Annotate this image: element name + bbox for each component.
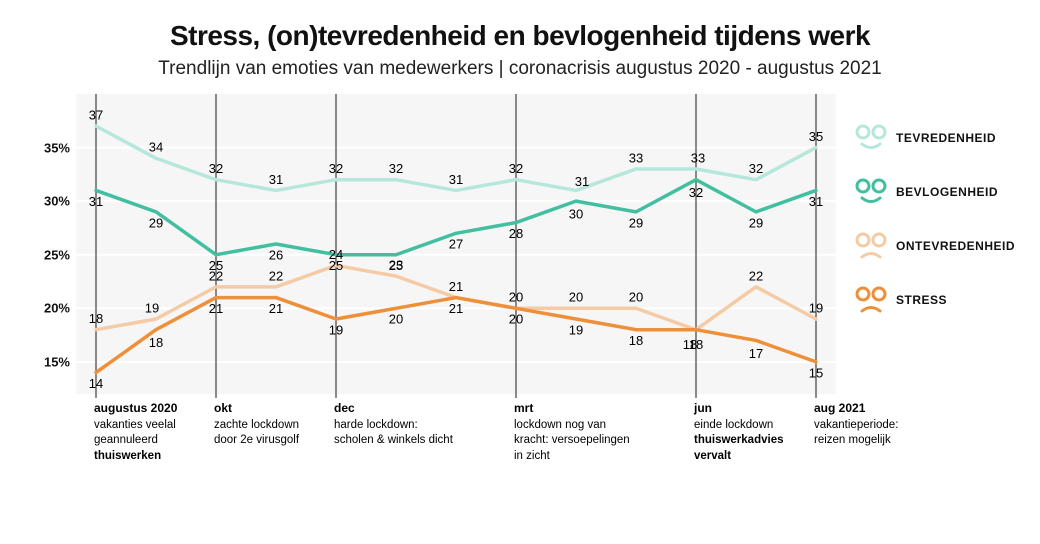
value-label: 18 — [683, 337, 697, 352]
value-label: 30 — [569, 207, 583, 222]
value-label: 19 — [329, 322, 343, 337]
plot-svg: 3734323132323132313333323531292526252527… — [76, 94, 836, 394]
value-label: 28 — [509, 226, 523, 241]
value-label: 31 — [575, 174, 589, 189]
value-label: 21 — [449, 279, 463, 294]
value-label: 22 — [269, 268, 283, 283]
value-label: 20 — [509, 312, 523, 327]
value-label: 33 — [629, 150, 643, 165]
value-label: 20 — [629, 290, 643, 305]
value-label: 31 — [449, 172, 463, 187]
y-tick-label: 30% — [44, 194, 70, 209]
value-label: 29 — [749, 215, 763, 230]
value-label: 32 — [749, 161, 763, 176]
value-label: 35 — [809, 129, 823, 144]
face-sad-icon — [854, 232, 888, 260]
value-label: 19 — [569, 322, 583, 337]
y-tick-label: 20% — [44, 301, 70, 316]
value-label: 31 — [269, 172, 283, 187]
value-label: 32 — [689, 185, 703, 200]
legend-item-tevredenheid: TEVREDENHEID — [854, 124, 1016, 152]
legend-label: STRESS — [896, 293, 947, 307]
legend-item-stress: STRESS — [854, 286, 1016, 314]
value-label: 22 — [749, 268, 763, 283]
x-annotation: augustus 2020vakanties veelalgeannuleerd… — [94, 400, 214, 464]
value-label: 34 — [149, 140, 163, 155]
value-label: 23 — [389, 258, 403, 273]
value-label: 31 — [809, 194, 823, 209]
value-label: 33 — [691, 150, 705, 165]
x-annotation: oktzachte lockdowndoor 2e virusgolf — [214, 400, 334, 449]
value-label: 20 — [569, 290, 583, 305]
face-sad-icon — [854, 286, 888, 314]
chart-area: 15% 20% 25% 30% 35% 37 34 32 31 32 32 31 32 31 33 33 32… — [24, 94, 1016, 394]
x-annotation: aug 2021vakantieperiode:reizen mogelijk — [814, 400, 934, 449]
value-label: 26 — [269, 247, 283, 262]
legend-label: ONTEVREDENHEID — [896, 239, 1015, 253]
y-tick-label: 25% — [44, 247, 70, 262]
x-annotation: decharde lockdown:scholen & winkels dich… — [334, 400, 454, 449]
value-label: 22 — [209, 268, 223, 283]
value-label: 19 — [145, 300, 159, 315]
value-label: 14 — [89, 376, 103, 391]
value-label: 21 — [209, 301, 223, 316]
value-label: 32 — [389, 161, 403, 176]
value-label: 19 — [809, 300, 823, 315]
y-axis: 15% 20% 25% 30% 35% — [24, 94, 76, 394]
value-label: 32 — [209, 161, 223, 176]
value-label: 21 — [449, 301, 463, 316]
value-label: 29 — [629, 215, 643, 230]
value-label: 18 — [149, 335, 163, 350]
face-happy-icon — [854, 178, 888, 206]
value-label: 21 — [269, 301, 283, 316]
value-label: 24 — [329, 247, 343, 262]
value-label: 32 — [509, 161, 523, 176]
legend-label: BEVLOGENHEID — [896, 185, 998, 199]
value-label: 20 — [389, 312, 403, 327]
value-label: 37 — [89, 108, 103, 123]
value-label: 31 — [89, 194, 103, 209]
y-tick-label: 15% — [44, 354, 70, 369]
chart-subtitle: Trendlijn van emoties van medewerkers | … — [24, 58, 1016, 80]
legend: TEVREDENHEID BEVLOGENHEID ONTEVREDENHEID… — [836, 94, 1016, 394]
legend-item-ontevredenheid: ONTEVREDENHEID — [854, 232, 1016, 260]
value-label: 15 — [809, 365, 823, 380]
value-label: 20 — [509, 290, 523, 305]
value-label: 17 — [749, 346, 763, 361]
y-tick-label: 35% — [44, 140, 70, 155]
value-label: 29 — [149, 215, 163, 230]
value-label: 18 — [89, 311, 103, 326]
value-label: 18 — [629, 333, 643, 348]
value-label: 32 — [329, 161, 343, 176]
chart-title: Stress, (on)tevredenheid en bevlogenheid… — [24, 20, 1016, 52]
face-happy-icon — [854, 124, 888, 152]
x-annotation: mrtlockdown nog vankracht: versoepelinge… — [514, 400, 634, 464]
value-label: 27 — [449, 237, 463, 252]
x-annotation: juneinde lockdownthuiswerkadvies vervalt — [694, 400, 814, 464]
plot-area: 3734323132323132313333323531292526252527… — [76, 94, 836, 394]
legend-item-bevlogenheid: BEVLOGENHEID — [854, 178, 1016, 206]
legend-label: TEVREDENHEID — [896, 131, 996, 145]
